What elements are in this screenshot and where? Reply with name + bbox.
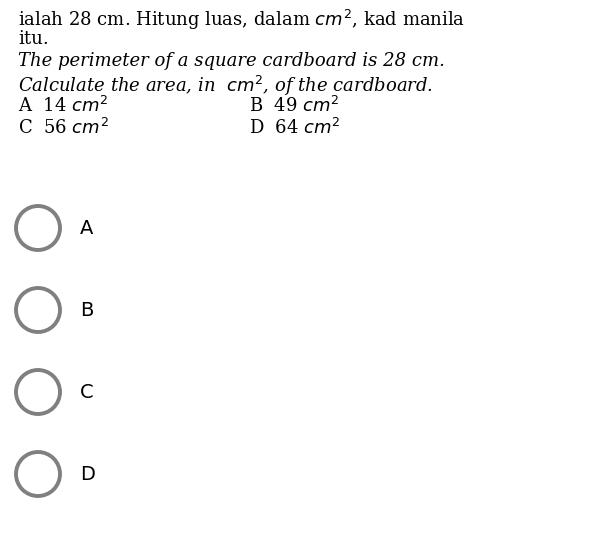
Text: itu.: itu. (18, 30, 49, 48)
Text: Calculate the area, in  $cm^2$, of the cardboard.: Calculate the area, in $cm^2$, of the ca… (18, 74, 433, 98)
Text: A: A (80, 219, 94, 237)
Text: D: D (80, 465, 95, 483)
Text: C: C (80, 382, 94, 402)
Text: B: B (80, 301, 94, 320)
Text: D  64 $cm^2$: D 64 $cm^2$ (249, 118, 340, 138)
Text: B  49 $cm^2$: B 49 $cm^2$ (249, 96, 339, 116)
Text: C  56 $cm^2$: C 56 $cm^2$ (18, 118, 109, 138)
Text: A  14 $cm^2$: A 14 $cm^2$ (18, 96, 108, 116)
Text: ialah 28 cm. Hitung luas, dalam $cm^2$, kad manila: ialah 28 cm. Hitung luas, dalam $cm^2$, … (18, 8, 465, 32)
Text: The perimeter of a square cardboard is 28 cm.: The perimeter of a square cardboard is 2… (18, 52, 445, 70)
